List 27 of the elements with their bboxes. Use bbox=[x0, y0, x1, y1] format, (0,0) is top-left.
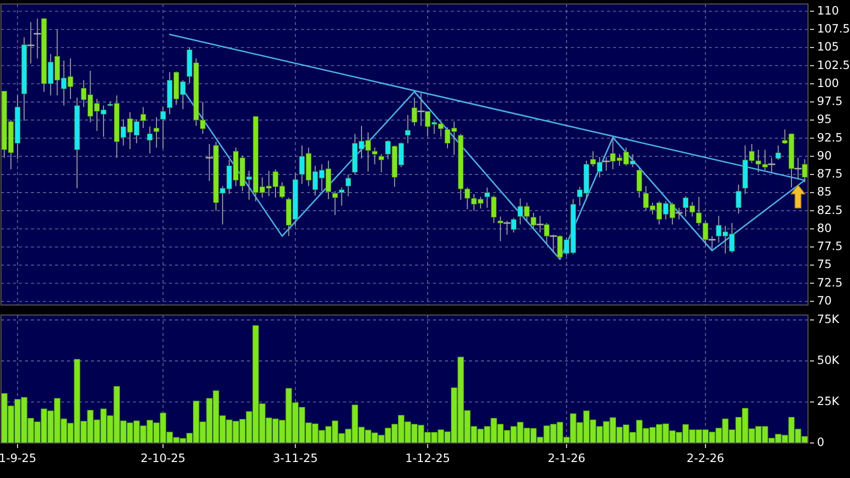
y-tick-label: 75 bbox=[817, 257, 832, 272]
y-tick-label: 72.5 bbox=[817, 275, 843, 290]
y-tick-label: 110 bbox=[817, 3, 839, 18]
y-tick-label: 75K bbox=[817, 312, 840, 326]
y-tick-label: 77.5 bbox=[817, 239, 843, 254]
y-tick-label: 105 bbox=[817, 40, 839, 54]
y-tick-label: 102.5 bbox=[817, 58, 850, 72]
x-tick-label: 1-12-25 bbox=[405, 451, 450, 465]
y-tick-label: 50K bbox=[817, 353, 840, 368]
x-tick-label: 2-1-26 bbox=[548, 451, 586, 465]
x-tick-label: 3-11-25 bbox=[272, 451, 318, 465]
y-tick-label: 80 bbox=[817, 220, 832, 235]
y-tick-label: 70 bbox=[817, 294, 832, 308]
y-tick-label: 107.5 bbox=[817, 22, 850, 36]
y-tick-label: 25K bbox=[817, 394, 840, 408]
x-tick-label: 2-2-26 bbox=[686, 451, 724, 465]
x-tick-label: 1-9-25 bbox=[0, 451, 36, 465]
y-tick-label: 97.5 bbox=[817, 94, 843, 108]
y-tick-label: 0 bbox=[817, 435, 824, 450]
y-tick-label: 87.5 bbox=[817, 166, 843, 181]
y-tick-label: 82.5 bbox=[817, 202, 843, 217]
y-tick-label: 95 bbox=[817, 112, 832, 126]
y-tick-label: 85 bbox=[817, 184, 832, 199]
y-tick-label: 100 bbox=[817, 76, 839, 90]
x-tick-label: 2-10-25 bbox=[140, 451, 186, 465]
y-tick-label: 90 bbox=[817, 148, 832, 162]
y-tick-label: 92.5 bbox=[817, 130, 843, 144]
